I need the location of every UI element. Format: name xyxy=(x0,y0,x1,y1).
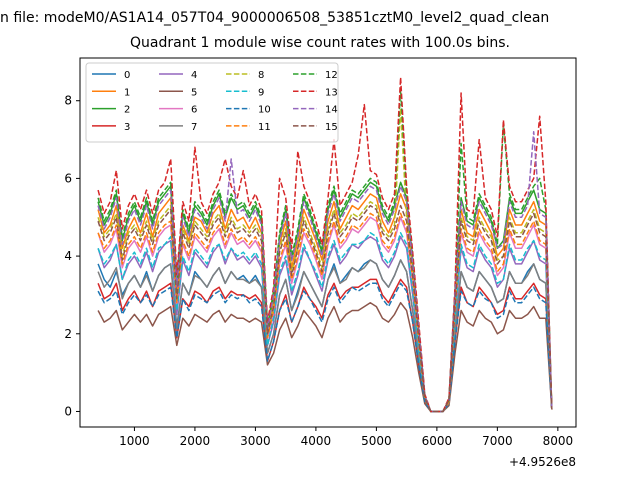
chart-subtitle: Quadrant 1 module wise count rates with … xyxy=(130,35,510,51)
x-tick-label: 5000 xyxy=(361,434,392,448)
legend-label-12: 12 xyxy=(325,70,338,81)
series-line-13 xyxy=(97,76,553,413)
x-axis-offset-label: +4.9526e8 xyxy=(509,455,576,469)
x-tick-label: 3000 xyxy=(240,434,271,448)
figure-title: n file: modeM0/AS1A14_057T04_9000006508_… xyxy=(0,10,550,26)
legend-label-10: 10 xyxy=(258,105,271,116)
series-line-5 xyxy=(97,301,553,413)
x-tick-label: 7000 xyxy=(482,434,513,448)
legend-label-0: 0 xyxy=(124,70,130,81)
x-tick-label: 8000 xyxy=(543,434,574,448)
x-tick-label: 6000 xyxy=(422,434,453,448)
y-tick-label: 8 xyxy=(64,94,72,108)
legend-label-9: 9 xyxy=(258,87,264,98)
series-line-15 xyxy=(97,204,553,413)
legend-label-6: 6 xyxy=(191,105,197,116)
x-tick-label: 1000 xyxy=(119,434,150,448)
series-layer xyxy=(97,76,553,413)
legend-label-15: 15 xyxy=(325,122,338,133)
legend-label-4: 4 xyxy=(191,70,197,81)
legend-label-11: 11 xyxy=(258,122,271,133)
legend-label-5: 5 xyxy=(191,87,197,98)
legend-label-2: 2 xyxy=(124,105,130,116)
series-line-11 xyxy=(97,212,553,413)
series-line-9 xyxy=(97,232,553,413)
y-tick-label: 6 xyxy=(64,171,72,185)
legend-label-3: 3 xyxy=(124,122,130,133)
series-line-10 xyxy=(97,282,553,413)
legend-label-14: 14 xyxy=(325,105,338,116)
y-tick-label: 4 xyxy=(64,249,72,263)
legend-box xyxy=(85,62,339,143)
series-line-7 xyxy=(97,259,553,413)
x-tick-label: 4000 xyxy=(301,434,332,448)
series-line-3 xyxy=(97,278,553,413)
y-tick-label: 2 xyxy=(64,327,72,341)
legend-label-8: 8 xyxy=(258,70,264,81)
series-line-0 xyxy=(97,259,553,413)
series-line-14 xyxy=(97,131,553,413)
x-tick-label: 2000 xyxy=(180,434,211,448)
legend-label-13: 13 xyxy=(325,87,338,98)
legend-label-1: 1 xyxy=(124,87,130,98)
legend-label-7: 7 xyxy=(191,122,197,133)
axes-layer: 1000 2000 3000 4000 5000 6000 7000 8000 0 2 4 6 8 xyxy=(64,94,573,448)
plot-frame xyxy=(79,57,577,428)
y-tick-label: 0 xyxy=(64,404,72,418)
